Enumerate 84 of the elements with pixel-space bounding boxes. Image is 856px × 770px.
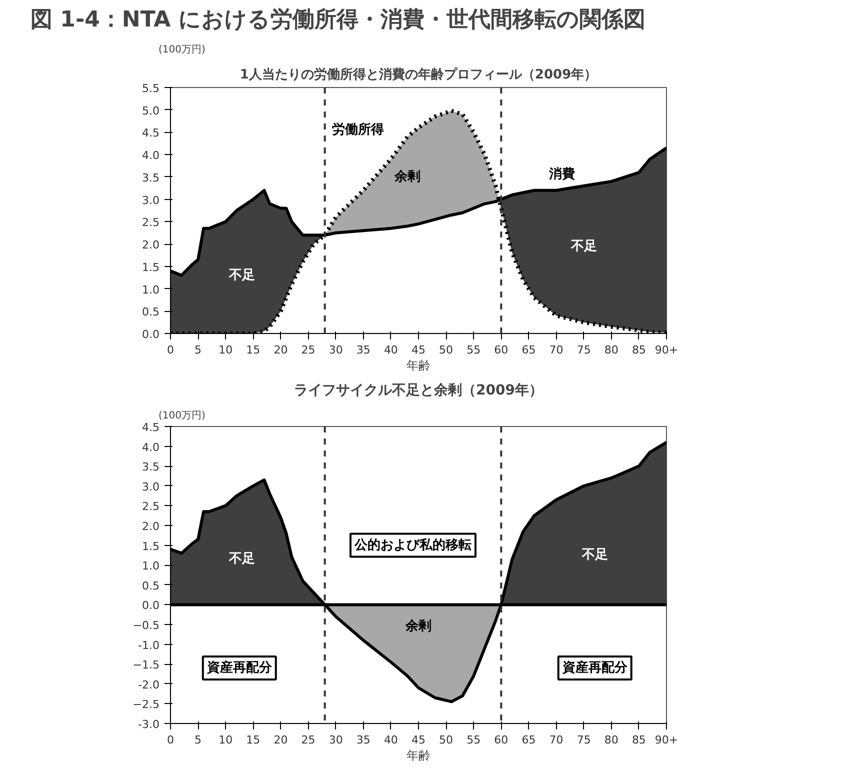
- annotation: 余剰: [404, 618, 432, 634]
- y-tick-label: 0.0: [142, 328, 160, 341]
- y-tick-label: −0.5: [132, 619, 160, 632]
- y-tick-label: 3.5: [142, 460, 160, 474]
- x-tick-label: 20: [274, 344, 288, 356]
- x-tick-label: 50: [439, 344, 454, 356]
- x-tick-label: 60: [494, 734, 508, 746]
- x-tick-label: 90+: [654, 344, 678, 356]
- y-tick-label: 1.0: [142, 560, 160, 573]
- x-tick-label: 40: [384, 734, 398, 746]
- y-tick-label: 5.5: [142, 82, 160, 95]
- x-axis-title: 年齢: [406, 748, 430, 762]
- annotation: 不足: [570, 238, 597, 254]
- x-tick-label: 65: [522, 734, 536, 746]
- y-axis-title: (100万円): [158, 44, 206, 56]
- chart-title: ライフサイクル不足と余剰（2009年）: [294, 382, 543, 398]
- y-axis-title: (100万円): [158, 410, 206, 422]
- y-tick-label: 3.5: [142, 171, 160, 184]
- x-tick-label: 30: [328, 344, 343, 356]
- x-tick-label: 5: [194, 344, 202, 356]
- x-tick-label: 40: [384, 344, 398, 356]
- x-tick-label: 35: [356, 734, 370, 746]
- y-tick-label: -3.0: [138, 718, 160, 731]
- x-tick-label: 45: [412, 734, 426, 746]
- x-tick-label: 10: [218, 344, 233, 356]
- x-tick-label: 45: [412, 344, 426, 356]
- x-tick-label: 0: [167, 734, 174, 746]
- chart-title: 図 1-4：NTA における労働所得・消費・世代間移転の関係図: [30, 8, 646, 32]
- x-tick-label: 15: [246, 734, 260, 746]
- y-tick-label: 3.0: [142, 480, 160, 494]
- x-tick-label: 80: [604, 344, 618, 356]
- y-tick-label: 0.5: [142, 306, 160, 319]
- y-tick-label: −1.5: [132, 658, 160, 672]
- x-tick-label: 35: [356, 344, 370, 356]
- x-tick-label: 85: [632, 344, 646, 356]
- annotation: 労働所得: [332, 121, 384, 138]
- y-tick-label: 4.5: [142, 126, 160, 140]
- x-tick-label: 0: [167, 344, 174, 356]
- y-tick-label: 2.5: [142, 216, 160, 230]
- x-tick-label: 25: [301, 344, 316, 356]
- annotation: 公的および私的移転: [353, 538, 472, 553]
- x-tick-label: 55: [466, 344, 481, 356]
- y-tick-label: 1.0: [142, 283, 160, 296]
- annotation: 不足: [580, 548, 608, 563]
- y-tick-label: 3.0: [142, 194, 160, 207]
- y-tick-label: 2.5: [142, 500, 160, 514]
- x-tick-label: 70: [549, 344, 564, 356]
- y-tick-label: -1.0: [138, 638, 160, 652]
- x-tick-label: 65: [522, 344, 536, 356]
- x-tick-label: 5: [194, 734, 202, 746]
- y-tick-label: 0.5: [142, 579, 160, 592]
- x-tick-label: 80: [604, 734, 618, 746]
- y-tick-label: 2.0: [142, 238, 160, 252]
- y-tick-label: 0.0: [142, 599, 160, 612]
- chart-subtitle: 1人当たりの労働所得と消費の年齢プロフィール（2009年）: [240, 66, 598, 82]
- x-tick-label: 75: [576, 344, 591, 356]
- x-tick-label: 20: [274, 734, 288, 746]
- annotation: 余剰: [393, 168, 420, 184]
- x-tick-label: 15: [246, 344, 260, 356]
- y-tick-label: -2.0: [138, 678, 160, 692]
- annotation: 資産再配分: [561, 660, 628, 676]
- x-tick-label: 70: [549, 734, 564, 746]
- x-tick-label: 50: [439, 734, 454, 746]
- x-tick-label: 90+: [654, 734, 678, 746]
- x-tick-label: 85: [632, 734, 646, 746]
- x-tick-label: 30: [328, 734, 343, 746]
- annotation: 資産再配分: [206, 660, 273, 676]
- y-tick-label: 5.0: [142, 104, 160, 118]
- y-tick-label: 4.0: [142, 440, 160, 454]
- y-tick-label: 4.0: [142, 149, 160, 162]
- x-tick-label: 60: [494, 344, 508, 356]
- x-tick-label: 10: [218, 734, 233, 746]
- annotation: 不足: [228, 268, 256, 283]
- y-tick-label: −2.5: [132, 698, 160, 712]
- x-axis-title: 年齢: [406, 358, 430, 372]
- y-tick-label: 4.5: [142, 421, 160, 434]
- y-tick-label: 1.5: [142, 260, 160, 274]
- y-tick-label: 1.5: [142, 540, 160, 553]
- annotation: 不足: [228, 552, 256, 567]
- y-tick-label: 2.0: [142, 520, 160, 533]
- annotation: 消費: [548, 167, 575, 182]
- x-tick-label: 55: [466, 734, 481, 746]
- x-tick-label: 25: [301, 734, 316, 746]
- x-tick-label: 75: [576, 734, 591, 746]
